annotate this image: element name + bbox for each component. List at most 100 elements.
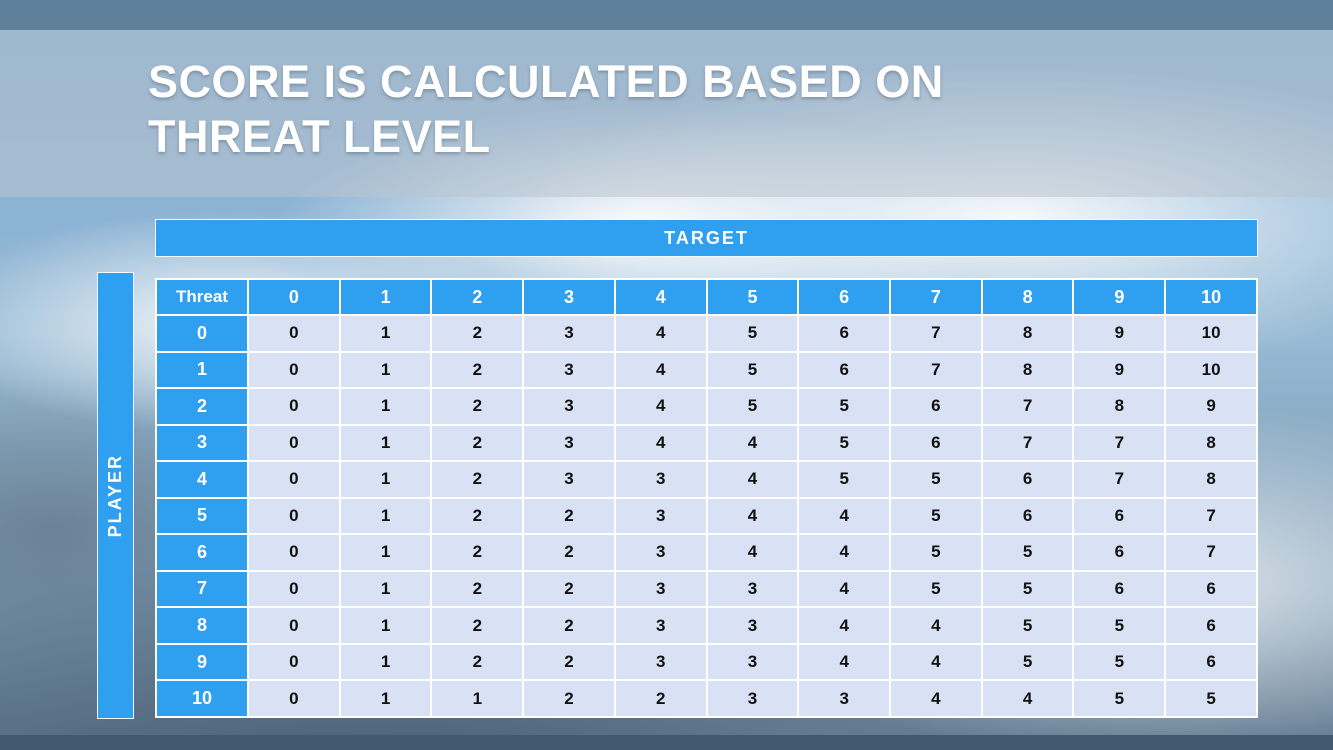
score-cell: 3 [705, 606, 800, 645]
column-header: 9 [1072, 278, 1167, 316]
score-cell: 2 [430, 460, 525, 499]
score-cell: 5 [797, 423, 892, 463]
score-cell: 4 [797, 496, 892, 536]
table-header-row: Threat 0 1 2 3 4 5 6 7 8 9 10 [155, 278, 1258, 316]
score-cell: 3 [613, 460, 708, 499]
score-cell: 1 [338, 606, 433, 645]
score-cell: 5 [705, 314, 800, 353]
score-cell: 10 [1164, 314, 1258, 353]
score-cell: 5 [1164, 679, 1258, 718]
score-cell: 0 [247, 387, 341, 426]
score-cell: 6 [1164, 569, 1258, 609]
score-cell: 2 [522, 606, 616, 645]
score-cell: 5 [889, 533, 983, 572]
score-cell: 5 [1072, 606, 1167, 645]
score-cell: 5 [889, 496, 983, 536]
score-cell: 2 [430, 642, 525, 682]
player-axis-label: PLAYER [105, 453, 125, 538]
score-cell: 6 [980, 460, 1075, 499]
score-cell: 1 [338, 314, 433, 353]
row-header: 7 [155, 569, 249, 609]
score-cell: 0 [247, 533, 341, 572]
score-cell: 1 [338, 533, 433, 572]
score-cell: 5 [705, 350, 800, 390]
score-cell: 3 [613, 569, 708, 609]
score-cell: 8 [980, 350, 1075, 390]
score-cell: 4 [889, 642, 983, 682]
score-cell: 6 [889, 387, 983, 426]
score-cell: 3 [522, 460, 616, 499]
score-cell: 7 [1072, 423, 1167, 463]
score-cell: 6 [1072, 533, 1167, 572]
score-table: Threat 0 1 2 3 4 5 6 7 8 9 10 0 0 1 2 3 4 5 6 7 8 9 10 1 0 1 2 3 4 5 6… [155, 278, 1258, 718]
score-cell: 4 [705, 496, 800, 536]
score-cell: 6 [797, 350, 892, 390]
score-cell: 3 [522, 423, 616, 463]
score-cell: 0 [247, 314, 341, 353]
score-cell: 4 [889, 679, 983, 718]
player-axis-header: PLAYER [97, 272, 134, 719]
score-cell: 5 [980, 533, 1075, 572]
score-cell: 1 [338, 350, 433, 390]
score-cell: 9 [1164, 387, 1258, 426]
row-header: 8 [155, 606, 249, 645]
score-cell: 2 [430, 350, 525, 390]
score-cell: 8 [1072, 387, 1167, 426]
score-cell: 9 [1072, 314, 1167, 353]
score-cell: 0 [247, 423, 341, 463]
score-cell: 5 [889, 569, 983, 609]
score-cell: 0 [247, 679, 341, 718]
score-cell: 1 [338, 569, 433, 609]
score-cell: 3 [613, 496, 708, 536]
score-cell: 7 [980, 423, 1075, 463]
score-cell: 7 [889, 314, 983, 353]
score-cell: 1 [430, 679, 525, 718]
score-cell: 5 [797, 387, 892, 426]
page-title-line2: THREAT LEVEL [148, 110, 491, 162]
score-cell: 3 [705, 679, 800, 718]
column-header: 7 [889, 278, 983, 316]
row-header: 5 [155, 496, 249, 536]
score-cell: 5 [980, 569, 1075, 609]
score-cell: 3 [705, 642, 800, 682]
column-header: 3 [522, 278, 616, 316]
row-header: 2 [155, 387, 249, 426]
score-table-body: 0 0 1 2 3 4 5 6 7 8 9 10 1 0 1 2 3 4 5 6 7 8 9 10 2 0 1 2 3 4 5 5 6 7 8 9 3 0… [155, 314, 1258, 718]
score-cell: 1 [338, 387, 433, 426]
score-cell: 5 [889, 460, 983, 499]
column-header: 8 [980, 278, 1075, 316]
score-cell: 10 [1164, 350, 1258, 390]
score-cell: 0 [247, 496, 341, 536]
column-header: 6 [797, 278, 892, 316]
score-cell: 3 [522, 314, 616, 353]
score-cell: 5 [705, 387, 800, 426]
score-cell: 4 [797, 569, 892, 609]
score-cell: 3 [797, 679, 892, 718]
page-title: SCORE IS CALCULATED BASED ON THREAT LEVE… [148, 55, 944, 165]
column-header: 1 [338, 278, 433, 316]
top-accent-bar [0, 0, 1333, 30]
score-cell: 2 [522, 533, 616, 572]
score-cell: 2 [430, 314, 525, 353]
score-cell: 7 [1072, 460, 1167, 499]
score-cell: 4 [613, 350, 708, 390]
row-header: 3 [155, 423, 249, 463]
score-cell: 4 [705, 423, 800, 463]
score-cell: 2 [430, 569, 525, 609]
score-cell: 4 [889, 606, 983, 645]
row-header: 0 [155, 314, 249, 353]
score-cell: 6 [797, 314, 892, 353]
score-cell: 4 [797, 533, 892, 572]
score-cell: 4 [705, 460, 800, 499]
score-cell: 3 [705, 569, 800, 609]
bottom-accent-bar [0, 735, 1333, 750]
score-cell: 4 [613, 423, 708, 463]
score-cell: 0 [247, 569, 341, 609]
score-cell: 4 [613, 387, 708, 426]
